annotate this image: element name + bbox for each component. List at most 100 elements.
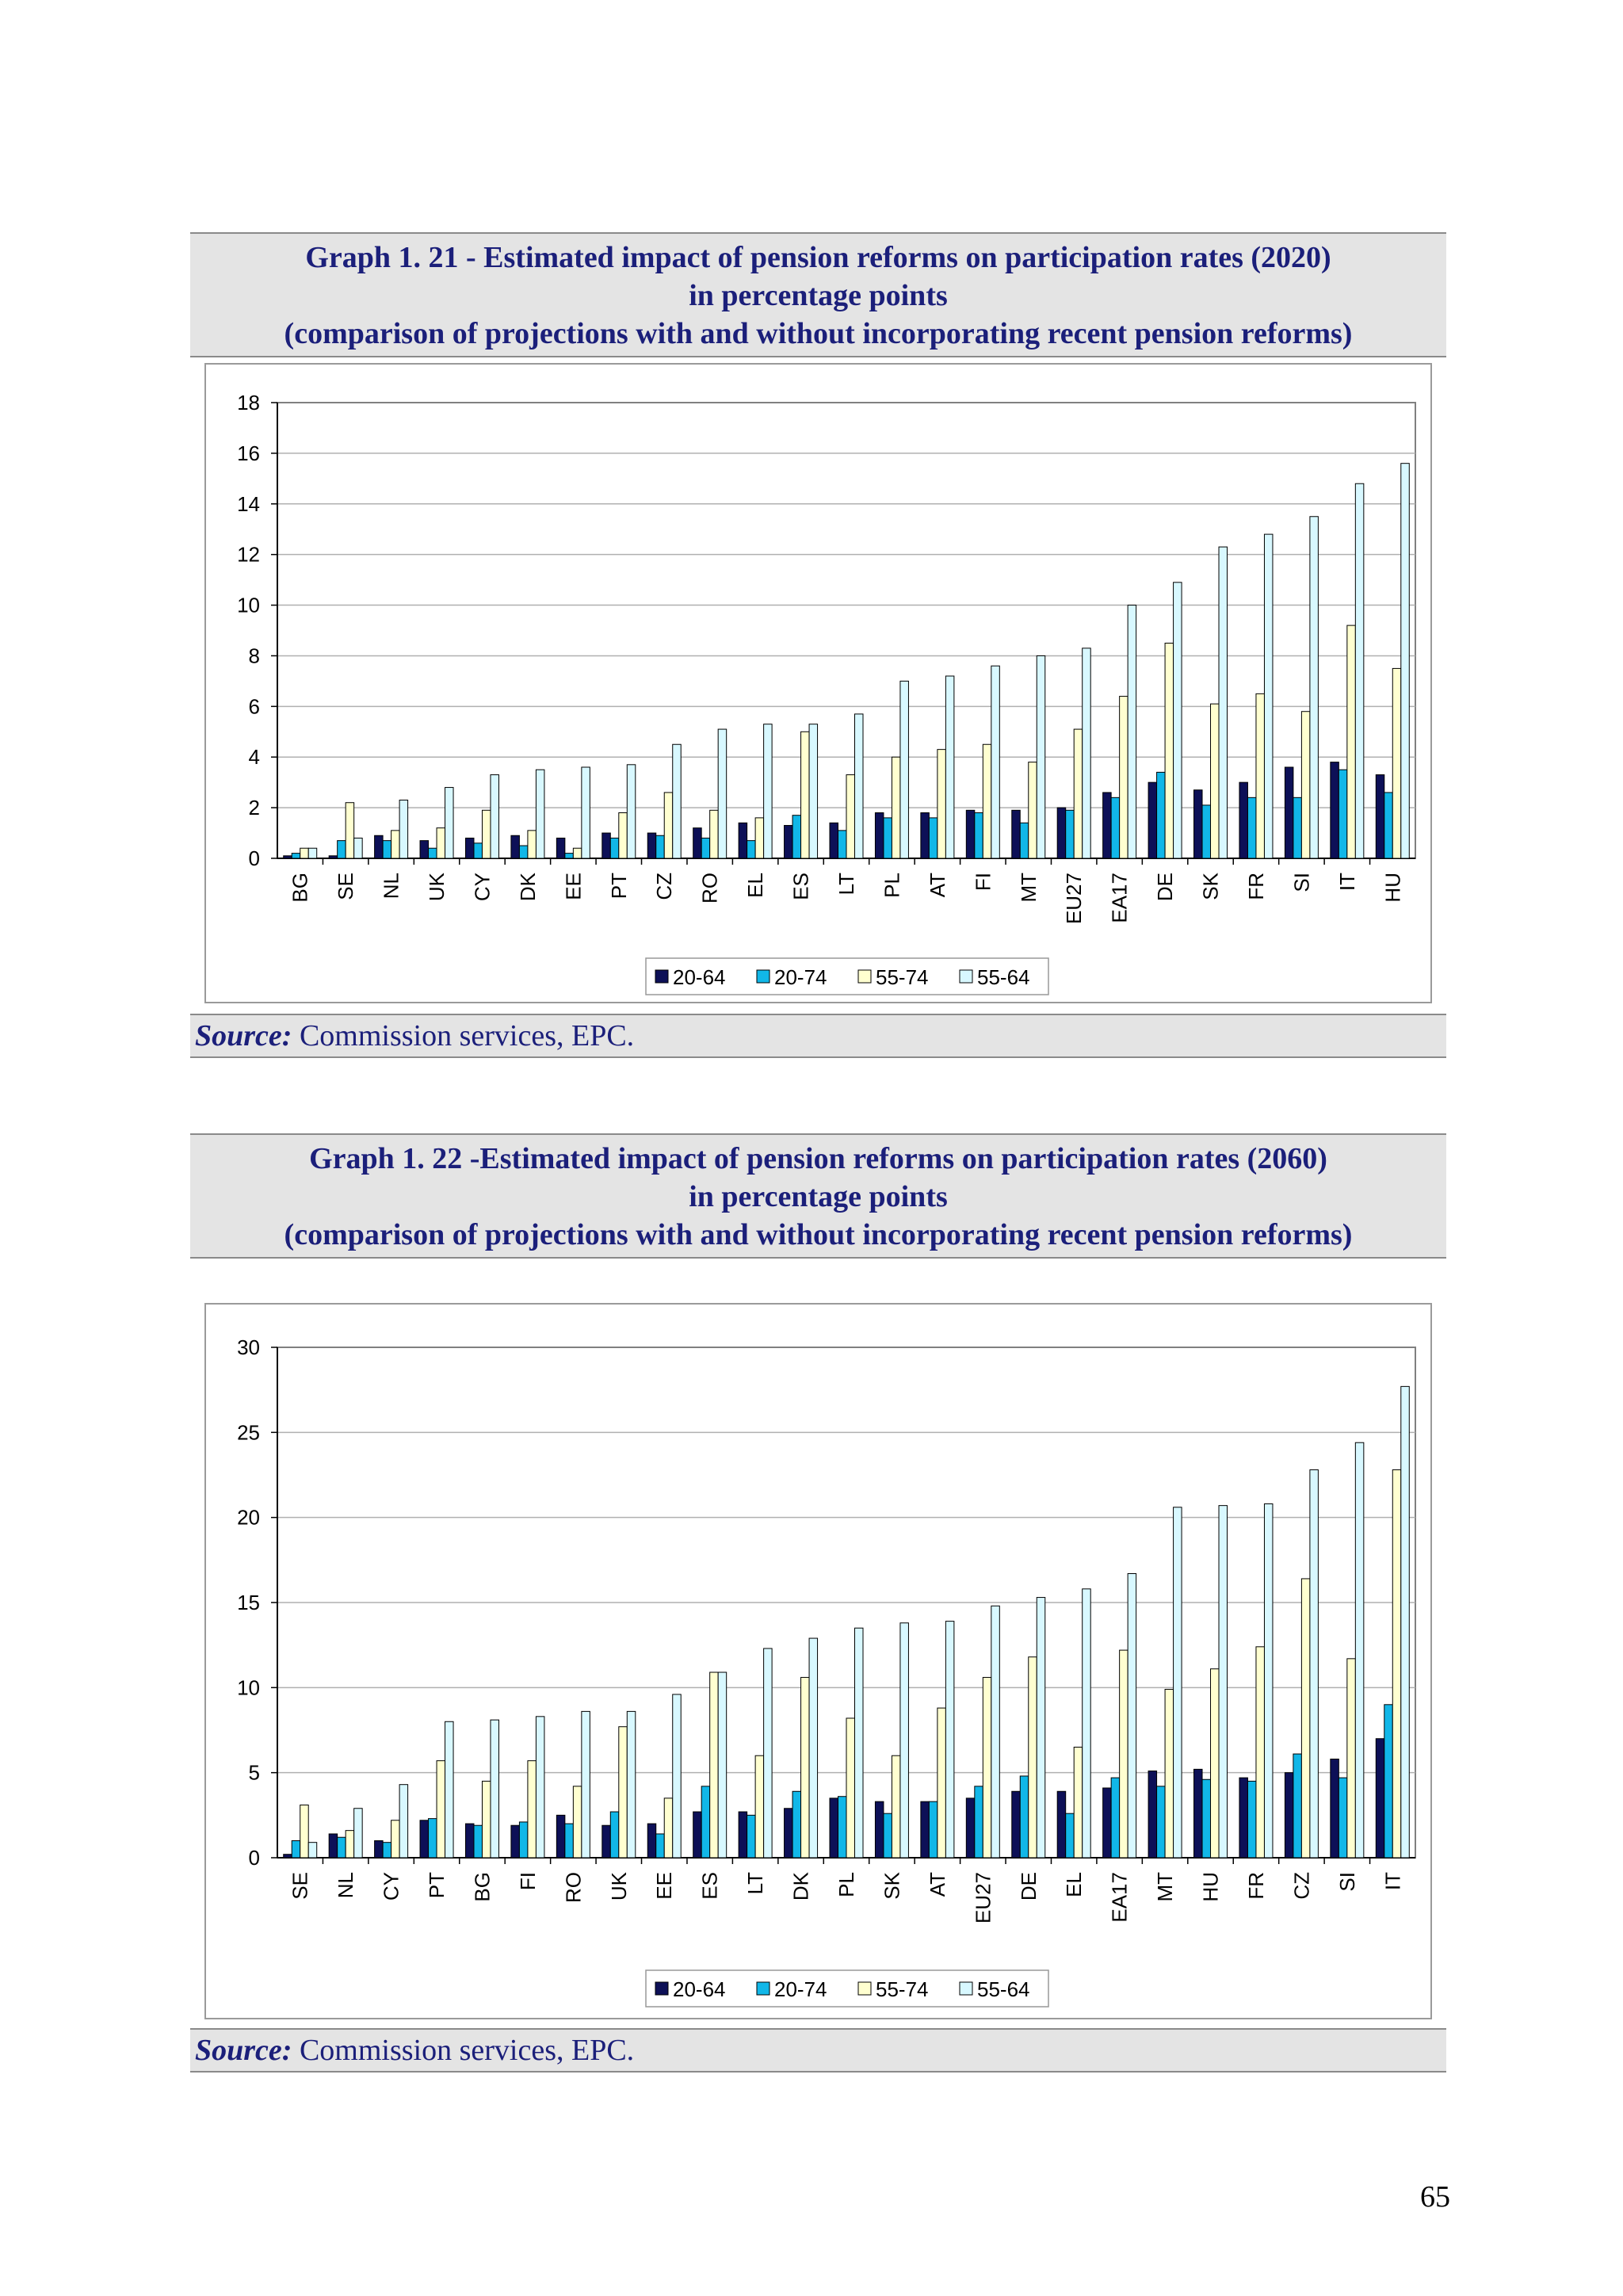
bar-55-74-SI bbox=[1346, 1658, 1356, 1859]
bar-55-74-EU27 bbox=[1073, 728, 1083, 859]
x-tick-label: PT bbox=[425, 1872, 449, 1898]
bar-55-74-DE bbox=[1028, 1656, 1037, 1859]
x-tick-label: FR bbox=[1244, 873, 1268, 900]
x-tick-label: LT bbox=[743, 1872, 767, 1895]
bar-20-64-UK bbox=[419, 840, 430, 859]
bar-20-64-EU27 bbox=[965, 1797, 976, 1859]
bar-55-64-RO bbox=[581, 1710, 590, 1859]
bar-20-64-CY bbox=[374, 1840, 384, 1859]
bar-20-74-HU bbox=[1384, 792, 1393, 859]
bar-20-64-DK bbox=[510, 835, 520, 859]
graph1-chart-frame: 0 2 4 6 8 10 12 14 16 18 BG SE NL UK CY DK EE PT CZ RO EL ES L… bbox=[204, 363, 1432, 1003]
x-tick-label: EL bbox=[1062, 1872, 1086, 1897]
graph2-source-label: Source: bbox=[195, 2034, 292, 2067]
bar-55-74-CY bbox=[481, 809, 491, 859]
bar-55-74-IT bbox=[1392, 1469, 1402, 1859]
bar-20-64-EU27 bbox=[1056, 807, 1067, 859]
bar-20-64-BG bbox=[464, 1823, 475, 1859]
bar-55-74-ES bbox=[800, 731, 810, 859]
bar-55-64-ES bbox=[808, 724, 819, 859]
bar-55-64-EE bbox=[581, 766, 590, 859]
bar-20-74-EU27 bbox=[974, 1786, 983, 1859]
legend-swatch-20-74 bbox=[756, 1981, 770, 1996]
bar-20-74-RO bbox=[701, 837, 711, 859]
bar-20-74-ES bbox=[701, 1786, 711, 1859]
graph2-title-line3: (comparison of projections with and with… bbox=[284, 1218, 1353, 1251]
legend-label-20-64: 20-64 bbox=[673, 1977, 726, 2001]
bar-55-74-DE bbox=[1164, 642, 1174, 859]
bar-55-74-SE bbox=[345, 802, 355, 859]
bar-55-74-EA17 bbox=[1119, 1649, 1128, 1859]
bar-55-74-BG bbox=[481, 1780, 491, 1859]
bar-55-64-LT bbox=[763, 1648, 773, 1859]
x-tick-label: EE bbox=[652, 1872, 676, 1900]
bar-55-64-SI bbox=[1354, 1442, 1365, 1859]
y-tick-label: 4 bbox=[249, 745, 260, 769]
bar-20-74-RO bbox=[564, 1823, 574, 1859]
bar-20-64-NL bbox=[328, 1833, 338, 1859]
bar-20-64-PL bbox=[874, 812, 884, 859]
bar-20-64-ES bbox=[784, 824, 793, 859]
bar-55-64-UK bbox=[445, 787, 454, 859]
bar-55-74-PT bbox=[618, 812, 628, 859]
x-tick-label: EA17 bbox=[1108, 1872, 1132, 1923]
bar-55-74-RO bbox=[572, 1786, 582, 1859]
bar-55-74-PT bbox=[436, 1760, 446, 1859]
bar-20-64-SE bbox=[328, 855, 338, 859]
x-tick-label: BG bbox=[288, 873, 312, 903]
y-tick-label: 30 bbox=[237, 1335, 260, 1359]
bar-55-74-SK bbox=[891, 1755, 901, 1859]
x-tick-label: HU bbox=[1199, 1872, 1223, 1902]
bar-55-64-SI bbox=[1309, 516, 1319, 859]
bar-55-74-FI bbox=[982, 743, 992, 859]
bar-20-64-UK bbox=[601, 1824, 611, 1859]
x-tick-label: SE bbox=[334, 873, 357, 900]
bar-55-64-UK bbox=[626, 1710, 636, 1859]
bar-55-64-PL bbox=[854, 1627, 864, 1859]
bar-20-74-IT bbox=[1338, 769, 1348, 859]
x-tick-label: SK bbox=[1199, 872, 1223, 900]
x-tick-label: FI bbox=[971, 873, 995, 891]
bar-55-64-AT bbox=[945, 675, 955, 859]
bar-55-64-EU27 bbox=[1082, 648, 1091, 859]
legend-label-20-64: 20-64 bbox=[673, 965, 726, 989]
legend: 20-64 20-74 55-74 55-64 bbox=[645, 957, 1049, 995]
x-tick-label: CZ bbox=[652, 873, 676, 900]
legend: 20-64 20-74 55-74 55-64 bbox=[645, 1969, 1049, 2008]
bar-20-74-BG bbox=[473, 1824, 483, 1859]
bar-55-74-SE bbox=[300, 1804, 309, 1859]
graph2-title-line2: in percentage points bbox=[689, 1180, 948, 1213]
bar-55-74-IT bbox=[1346, 625, 1356, 859]
bar-55-74-DK bbox=[527, 830, 537, 859]
x-tick-label: IT bbox=[1381, 1872, 1404, 1890]
graph1-chart: 0 2 4 6 8 10 12 14 16 18 BG SE NL UK CY DK EE PT CZ RO EL ES L… bbox=[237, 391, 1416, 995]
bar-20-64-SK bbox=[1193, 789, 1203, 859]
bar-55-64-HU bbox=[1218, 1505, 1228, 1859]
bar-20-74-PL bbox=[838, 1796, 847, 1859]
bar-20-64-AT bbox=[920, 812, 930, 859]
x-tick-label: SE bbox=[288, 1872, 312, 1900]
bar-20-64-RO bbox=[556, 1814, 566, 1859]
y-tick-label: 2 bbox=[249, 796, 260, 819]
bar-55-64-SE bbox=[307, 1842, 318, 1859]
y-tick-label: 10 bbox=[237, 594, 260, 617]
bar-20-64-EL bbox=[738, 822, 748, 859]
x-tick-label: EU27 bbox=[971, 1872, 995, 1924]
bar-55-64-FR bbox=[1263, 533, 1274, 859]
legend-label-20-74: 20-74 bbox=[774, 1977, 827, 2001]
bar-20-64-CY bbox=[464, 837, 475, 859]
bar-55-74-HU bbox=[1392, 667, 1402, 859]
x-tick-label: IT bbox=[1335, 873, 1359, 891]
bar-20-64-LT bbox=[738, 1811, 748, 1859]
bar-55-74-AT bbox=[937, 749, 946, 859]
legend-box bbox=[645, 957, 1049, 995]
bar-20-74-PT bbox=[609, 837, 620, 859]
x-tick-label: FI bbox=[516, 1872, 540, 1890]
bar-55-64-PT bbox=[626, 764, 636, 859]
bar-20-64-PL bbox=[829, 1797, 838, 1859]
bar-20-64-RO bbox=[693, 827, 702, 859]
bar-20-64-CZ bbox=[1284, 1772, 1294, 1859]
bar-55-64-NL bbox=[353, 1808, 363, 1859]
x-tick-label: UK bbox=[607, 1871, 631, 1901]
y-tick-label: 0 bbox=[249, 846, 260, 870]
